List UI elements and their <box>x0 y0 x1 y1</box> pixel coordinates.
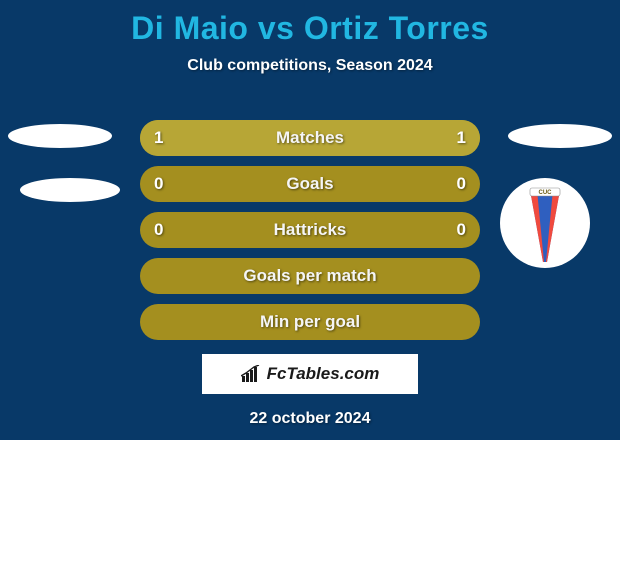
stat-value-right: 0 <box>457 220 466 240</box>
stat-value-right: 0 <box>457 174 466 194</box>
stat-label: Goals <box>286 174 333 194</box>
player-right-shadow-1 <box>508 124 612 148</box>
stat-row: 0 Goals 0 <box>140 166 480 202</box>
stat-label: Hattricks <box>274 220 347 240</box>
stat-value-left: 0 <box>154 220 163 240</box>
stat-value-left: 1 <box>154 128 163 148</box>
player-left-shadow-1 <box>8 124 112 148</box>
footer-date: 22 october 2024 <box>0 410 620 428</box>
stat-label: Min per goal <box>260 312 360 332</box>
club-badge-icon: CUC <box>520 184 570 264</box>
stat-row: Goals per match <box>140 258 480 294</box>
stat-label: Matches <box>276 128 344 148</box>
stat-value-right: 1 <box>457 128 466 148</box>
page-title: Di Maio vs Ortiz Torres <box>0 0 620 47</box>
stat-row: 0 Hattricks 0 <box>140 212 480 248</box>
stat-row: Min per goal <box>140 304 480 340</box>
svg-text:CUC: CUC <box>539 190 553 196</box>
stats-rows: 1 Matches 1 0 Goals 0 0 Hattricks 0 Goals per mat… <box>140 120 480 350</box>
stat-row: 1 Matches 1 <box>140 120 480 156</box>
player-left-shadow-2 <box>20 178 120 202</box>
attribution-brand: FcTables.com <box>267 364 380 384</box>
stat-value-left: 0 <box>154 174 163 194</box>
club-badge: CUC <box>500 178 590 268</box>
bar-chart-icon <box>241 365 263 383</box>
stat-label: Goals per match <box>243 266 376 286</box>
attribution-box: FcTables.com <box>202 354 418 394</box>
page-subtitle: Club competitions, Season 2024 <box>0 57 620 75</box>
comparison-card: Di Maio vs Ortiz Torres Club competition… <box>0 0 620 440</box>
